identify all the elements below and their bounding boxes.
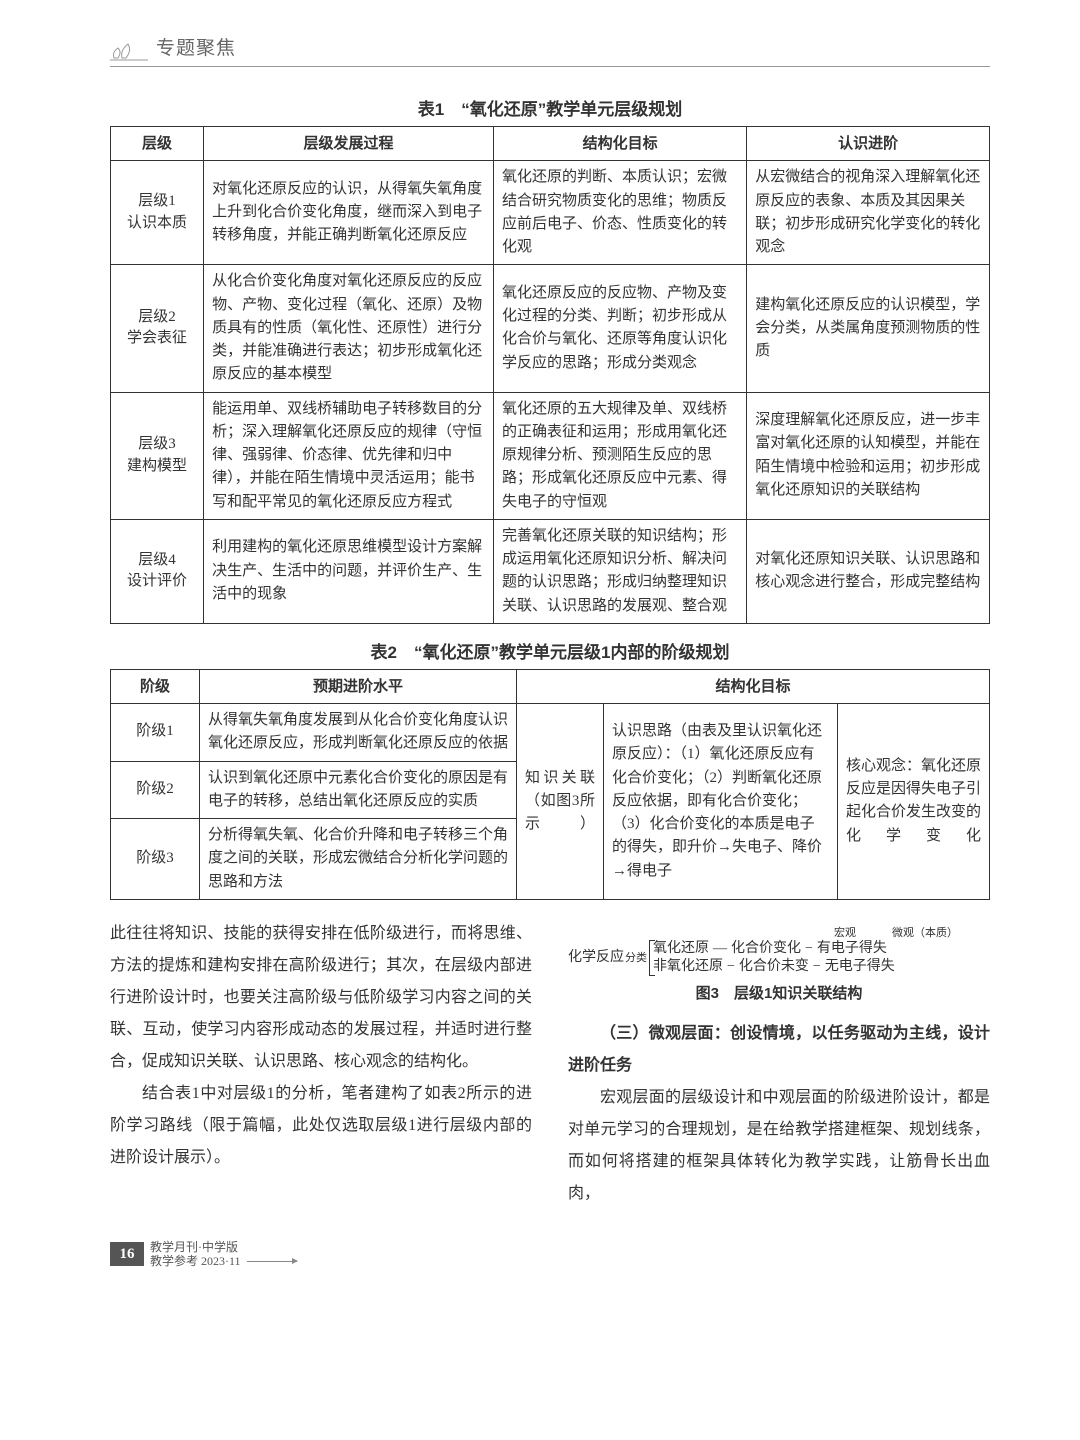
fig3-r2c: 无电子得失: [825, 958, 895, 976]
t1-r2-process: 从化合价变化角度对氧化还原反应的反应物、产物、变化过程（氧化、还原）及物质具有的…: [204, 265, 494, 392]
logo-icon: [110, 30, 148, 62]
body-right-p1: 宏观层面的层级设计和中观层面的阶级进阶设计，都是对单元学习的合理规划，是在给教学…: [568, 1082, 990, 1210]
t1-r2-level: 层级2学会表征: [111, 265, 204, 392]
fig3-macro: 宏观: [834, 926, 856, 940]
t2-merge-mid: 知识关联（如图3所示）: [517, 704, 604, 900]
t1-r4-cog: 对氧化还原知识关联、认识思路和核心观念进行整合，形成完整结构: [747, 519, 990, 623]
fig3-tag: 分类: [625, 951, 647, 965]
table-row: 阶级1 从得氧失氧角度发展到从化合价变化角度认识氧化还原反应，形成判断氧化还原反…: [111, 704, 990, 762]
t2-merge-big: 认识思路（由表及里认识氧化还原反应）：（1）氧化还原反应有化合价变化；（2）判断…: [604, 704, 838, 900]
fig3-r2a: 非氧化还原: [653, 958, 723, 976]
t2-r2-stage: 阶级2: [111, 761, 200, 819]
t1-r3-process: 能运用单、双线桥辅助电子转移数目的分析；深入理解氧化还原反应的规律（守恒律、强弱…: [204, 392, 494, 519]
t1-h-process: 层级发展过程: [204, 127, 494, 161]
page-header: 专题聚焦: [110, 30, 990, 67]
t1-r4-process: 利用建构的氧化还原思维模型设计方案解决生产、生活中的问题，并评价生产、生活中的现…: [204, 519, 494, 623]
t1-r3-struct: 氧化还原的五大规律及单、双线桥的正确表征和运用；形成用氧化还原规律分析、预测陌生…: [493, 392, 746, 519]
fig3-r1b: 化合价变化: [731, 940, 801, 958]
t1-r3-level: 层级3建构模型: [111, 392, 204, 519]
t2-r1-expect: 从得氧失氧角度发展到从化合价变化角度认识氧化还原反应，形成判断氧化还原反应的依据: [200, 704, 517, 762]
t2-r3-stage: 阶级3: [111, 819, 200, 900]
t1-r1-process: 对氧化还原反应的认识，从得氧失氧角度上升到化合价变化角度，继而深入到电子转移角度…: [204, 161, 494, 265]
subsection-title: （三）微观层面：创设情境，以任务驱动为主线，设计进阶任务: [568, 1018, 990, 1082]
t2-r1-stage: 阶级1: [111, 704, 200, 762]
t2-h-struct: 结构化目标: [517, 669, 990, 703]
table2: 阶级 预期进阶水平 结构化目标 阶级1 从得氧失氧角度发展到从化合价变化角度认识…: [110, 669, 990, 900]
t2-r3-expect: 分析得氧失氧、化合价升降和电子转移三个角度之间的关联，形成宏微结合分析化学问题的…: [200, 819, 517, 900]
t1-r2-cog: 建构氧化还原反应的认识模型，学会分类，从类属角度预测物质的性质: [747, 265, 990, 392]
t1-r1-struct: 氧化还原的判断、本质认识；宏微结合研究物质变化的思维；物质反应前后电子、价态、性…: [493, 161, 746, 265]
t1-r1-cog: 从宏微结合的视角深入理解氧化还原反应的表象、本质及其因果关联；初步形成研究化学变…: [747, 161, 990, 265]
t2-h-stage: 阶级: [111, 669, 200, 703]
arrow-icon: [247, 1261, 297, 1262]
table-row: 层级1认识本质 对氧化还原反应的认识，从得氧失氧角度上升到化合价变化角度，继而深…: [111, 161, 990, 265]
t1-r3-cog: 深度理解氧化还原反应，进一步丰富对氧化还原的认知模型，并能在陌生情境中检验和运用…: [747, 392, 990, 519]
publication-info: 教学月刊·中学版 教学参考 2023·11: [150, 1240, 297, 1269]
fig3-micro: 微观（本质）: [892, 926, 958, 940]
body-p2: 结合表1中对层级1的分析，笔者建构了如表2所示的进阶学习路线（限于篇幅，此处仅选…: [110, 1078, 532, 1174]
t1-h-cog: 认识进阶: [747, 127, 990, 161]
table1: 层级 层级发展过程 结构化目标 认识进阶 层级1认识本质 对氧化还原反应的认识，…: [110, 126, 990, 624]
fig3-caption: 图3 层级1知识关联结构: [568, 984, 990, 1004]
table-row: 层级2学会表征 从化合价变化角度对氧化还原反应的反应物、产物、变化过程（氧化、还…: [111, 265, 990, 392]
t2-h-expect: 预期进阶水平: [200, 669, 517, 703]
table-row: 层级4设计评价 利用建构的氧化还原思维模型设计方案解决生产、生活中的问题，并评价…: [111, 519, 990, 623]
fig3-left: 化学反应: [568, 949, 624, 967]
t1-h-struct: 结构化目标: [493, 127, 746, 161]
bracket-icon: [649, 940, 650, 976]
t1-r2-struct: 氧化还原反应的反应物、产物及变化过程的分类、判断；初步形成从化合价与氧化、还原等…: [493, 265, 746, 392]
fig3-r1a: 氧化还原: [653, 940, 709, 958]
t1-r4-level: 层级4设计评价: [111, 519, 204, 623]
table-row: 层级3建构模型 能运用单、双线桥辅助电子转移数目的分析；深入理解氧化还原反应的规…: [111, 392, 990, 519]
left-column: 此往往将知识、技能的获得安排在低阶级进行，而将思维、方法的提炼和建构安排在高阶级…: [110, 918, 532, 1210]
t1-r4-struct: 完善氧化还原关联的知识结构；形成运用氧化还原知识分析、解决问题的认识思路；形成归…: [493, 519, 746, 623]
t2-merge-right: 核心观念：氧化还原反应是因得失电子引起化合价发生改变的化学变化: [838, 704, 990, 900]
section-title: 专题聚焦: [156, 33, 236, 62]
page-number: 16: [110, 1242, 144, 1266]
t1-r1-level: 层级1认识本质: [111, 161, 204, 265]
table2-caption: 表2 “氧化还原”教学单元层级1内部的阶级规划: [110, 638, 990, 663]
t2-r2-expect: 认识到氧化还原中元素化合价变化的原因是有电子的转移，总结出氧化还原反应的实质: [200, 761, 517, 819]
page-footer: 16 教学月刊·中学版 教学参考 2023·11: [110, 1240, 990, 1269]
fig3-r1c: 有电子得失: [817, 940, 887, 958]
t1-h-level: 层级: [111, 127, 204, 161]
fig3-r2b: 化合价未变: [739, 958, 809, 976]
body-p1: 此往往将知识、技能的获得安排在低阶级进行，而将思维、方法的提炼和建构安排在高阶级…: [110, 918, 532, 1078]
table1-caption: 表1 “氧化还原”教学单元层级规划: [110, 95, 990, 120]
right-column: 宏观 微观（本质） 化学反应 分类 氧化还原 — 化合价变化 − 有电子得失: [568, 918, 990, 1210]
figure3: 宏观 微观（本质） 化学反应 分类 氧化还原 — 化合价变化 − 有电子得失: [568, 926, 990, 1004]
